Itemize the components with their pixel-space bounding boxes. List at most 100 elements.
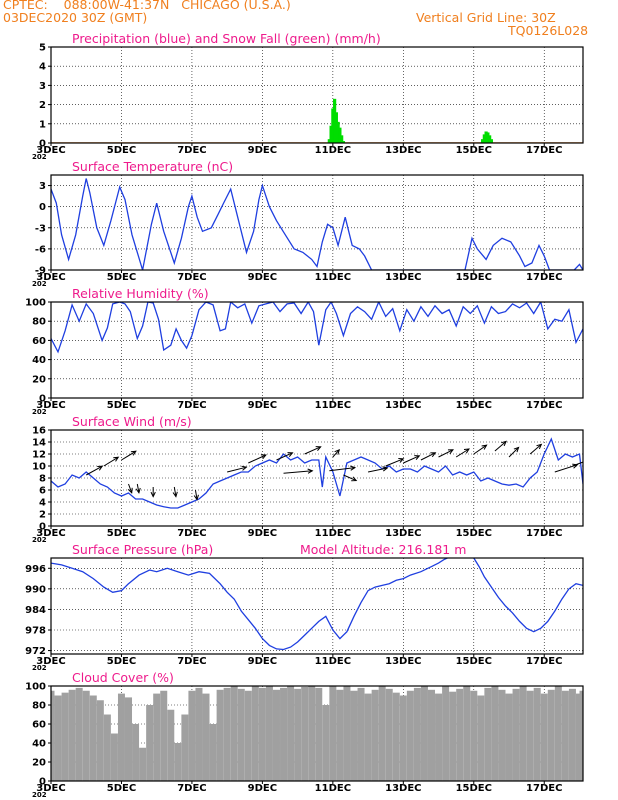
cloud-cover-bar [308,686,316,781]
cloud-cover-bar [294,688,302,781]
y-tick-label: 40 [32,355,46,366]
x-year-label: 202 [32,280,47,288]
cloud-cover-bar [568,688,576,781]
wind-arrow [572,461,583,467]
plot-area [51,98,583,143]
cloud-cover-bar [75,687,83,781]
x-tick-label: 3DEC [36,528,65,539]
x-tick-label: 7DEC [177,656,206,667]
x-tick-label: 9DEC [248,145,277,156]
y-tick-label: 20 [32,758,46,769]
cloud-cover-bar [301,686,309,781]
snowfall-bar [489,139,493,143]
x-tick-label: 17DEC [526,145,562,156]
x-tick-label: 7DEC [177,272,206,283]
cloud-cover-bar [174,743,182,781]
x-tick-label: 17DEC [526,400,562,411]
wind-arrow-head [430,452,437,458]
plot-area [51,686,583,781]
panel-frame [50,301,584,399]
cloud-cover-bar [505,693,513,781]
y-tick-label: 0 [39,394,46,405]
wind-arrow [332,449,340,458]
cloud-cover-bar [153,693,161,781]
cloud-cover-bar [68,689,76,781]
header-code: TQ0126L028 [508,23,589,38]
wind-arrow [173,486,177,497]
y-tick-label: 20 [32,374,46,385]
cloud-cover-bar [103,714,111,781]
cloud-cover-bar [202,693,210,781]
x-tick-label: 13DEC [385,272,421,283]
cloud-cover-bar [110,733,118,781]
wind-arrow [304,446,321,455]
wind-arrow-head [350,465,357,471]
y-tick-label: 0 [39,522,46,533]
cloud-cover-bar [526,690,534,781]
y-tick-label: 1 [39,119,46,130]
cloud-cover-bar [378,686,386,781]
cloud-cover-bar [392,692,400,781]
panel-title: Cloud Cover (%) [72,670,174,685]
wind-arrow [283,470,313,474]
cloud-cover-bar [315,687,323,781]
y-tick-label: -9 [35,266,46,277]
x-tick-label: 9DEC [248,400,277,411]
x-tick-label: 13DEC [385,400,421,411]
y-tick-label: 990 [25,584,46,595]
cloud-cover-bar [244,690,252,781]
panel-3 [48,301,584,401]
plot-area [51,302,583,354]
snowfall-bar [336,121,340,143]
wind-arrow-head [513,446,520,453]
cloud-cover-bar [343,686,351,781]
y-tick-label: 2 [39,510,46,521]
cloud-cover-bar [533,687,541,781]
y-tick-label: 3 [39,81,46,92]
cloud-cover-bar [456,688,464,781]
x-tick-label: 11DEC [315,528,351,539]
cloud-cover-bar [230,686,238,781]
wind-arrow-head [241,465,248,471]
cloud-cover-bar [188,690,196,781]
y-tick-label: 972 [25,646,46,657]
y-tick-label: 100 [25,682,46,693]
cloud-cover-bar [216,689,224,781]
wind-arrow-head [150,491,156,498]
wind-arrow-head [398,457,405,463]
cloud-cover-bar [357,687,365,781]
cloud-cover-bar [540,693,548,781]
x-tick-label: 17DEC [526,656,562,667]
panel-frame [50,557,584,655]
y-tick-label: 4 [39,498,46,509]
y-tick-label: 5 [39,43,46,54]
wind-arrow-head [307,468,314,474]
wind-arrow-head [481,444,488,450]
plot-area [51,178,583,270]
x-tick-label: 3DEC [36,656,65,667]
cloud-cover-bar [272,689,280,781]
y-tick-label: 60 [32,336,46,347]
x-tick-label: 15DEC [456,272,492,283]
cloud-cover-bar [132,724,140,781]
x-year-label: 202 [32,153,47,161]
cloud-cover-bar [519,686,527,781]
x-tick-label: 11DEC [315,656,351,667]
wind-arrow [194,489,198,500]
header-date: 03DEC2020 30Z (GMT) [3,10,148,25]
cloud-cover-bar [484,687,492,781]
y-tick-label: 10 [32,462,46,473]
wind-arrow-head [193,494,199,501]
y-tick-label: -6 [35,244,46,255]
wind-arrow-head [287,452,294,457]
panel-frame [50,174,584,271]
cloud-cover-bar [117,693,125,781]
x-tick-label: 5DEC [107,145,136,156]
cloud-cover-bar [350,690,358,781]
panel-6 [48,685,584,784]
x-tick-label: 13DEC [385,783,421,794]
cloud-cover-bar [435,693,443,781]
cloud-cover-bar [82,690,90,781]
cloud-cover-bar [477,695,485,781]
